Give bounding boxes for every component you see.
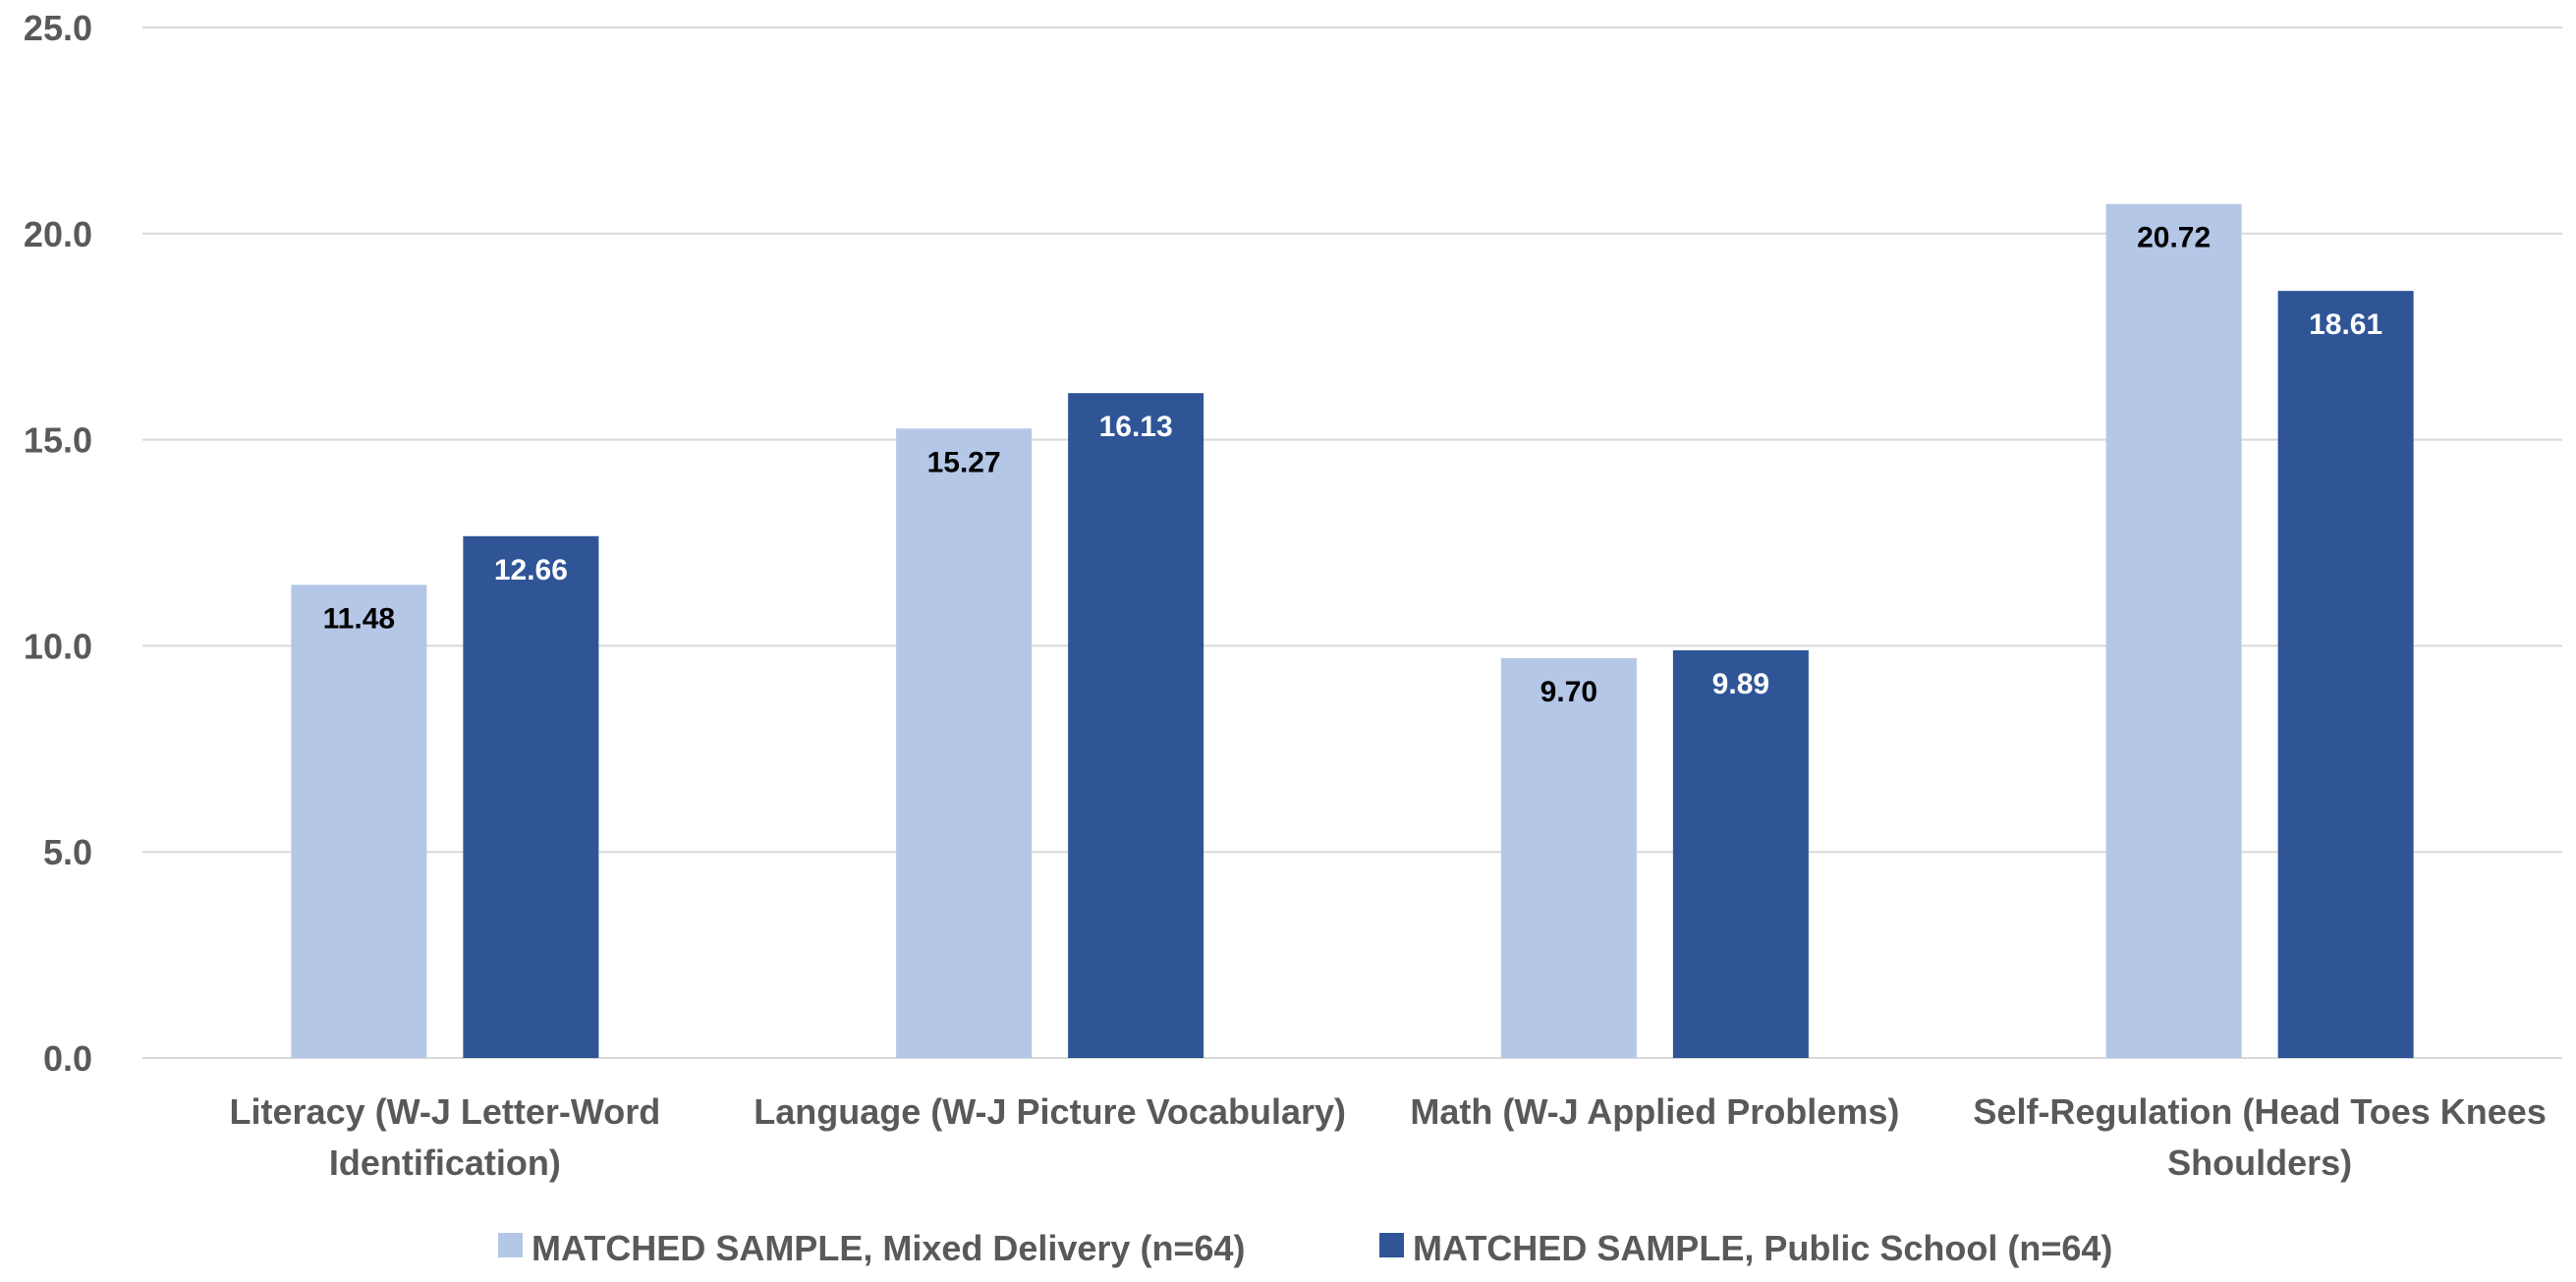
legend-label: MATCHED SAMPLE, Mixed Delivery (n=64) [532,1228,1246,1268]
bar [291,585,427,1058]
x-category-label: Math (W-J Applied Problems) [1410,1091,1899,1132]
y-tick-label: 15.0 [24,420,92,461]
bar [1672,650,1809,1058]
bar [2277,291,2414,1058]
y-tick-label: 5.0 [43,832,92,872]
data-label: 11.48 [323,602,395,635]
x-category-label: Shoulders) [2167,1143,2352,1183]
bar [1500,657,1637,1058]
y-tick-label: 20.0 [24,214,92,254]
x-category-label: Identification) [329,1143,561,1183]
data-label: 20.72 [2137,222,2211,254]
bar [896,428,1033,1058]
y-tick-label: 10.0 [24,626,92,666]
data-label: 12.66 [494,554,568,586]
data-label: 9.89 [1712,668,1769,700]
legend: MATCHED SAMPLE, Mixed Delivery (n=64) MAT… [498,1228,2112,1268]
bar [463,535,599,1058]
bars [291,203,2414,1059]
y-tick-label: 0.0 [43,1038,92,1079]
data-label: 15.27 [927,446,1001,478]
data-label: 9.70 [1540,676,1597,708]
legend-swatch [1379,1233,1404,1257]
x-axis-categories: Literacy (W-J Letter-Word Identification)… [230,1091,2547,1183]
bar [1068,393,1204,1059]
x-category-label: Language (W-J Picture Vocabulary) [754,1091,1346,1132]
legend-swatch [498,1233,523,1257]
legend-label: MATCHED SAMPLE, Public School (n=64) [1413,1228,2112,1268]
bar [2105,203,2242,1058]
data-label: 18.61 [2309,308,2382,341]
x-category-label: Self-Regulation (Head Toes Knees [1973,1091,2546,1132]
data-labels: 11.48 12.66 15.27 16.13 9.70 9.89 20.72 18.61 [323,222,2383,708]
x-category-label: Literacy (W-J Letter-Word [230,1091,661,1132]
y-tick-label: 25.0 [24,8,92,48]
y-axis-ticks: 0.0 5.0 10.0 15.0 20.0 25.0 [24,8,92,1079]
data-label: 16.13 [1099,411,1173,443]
